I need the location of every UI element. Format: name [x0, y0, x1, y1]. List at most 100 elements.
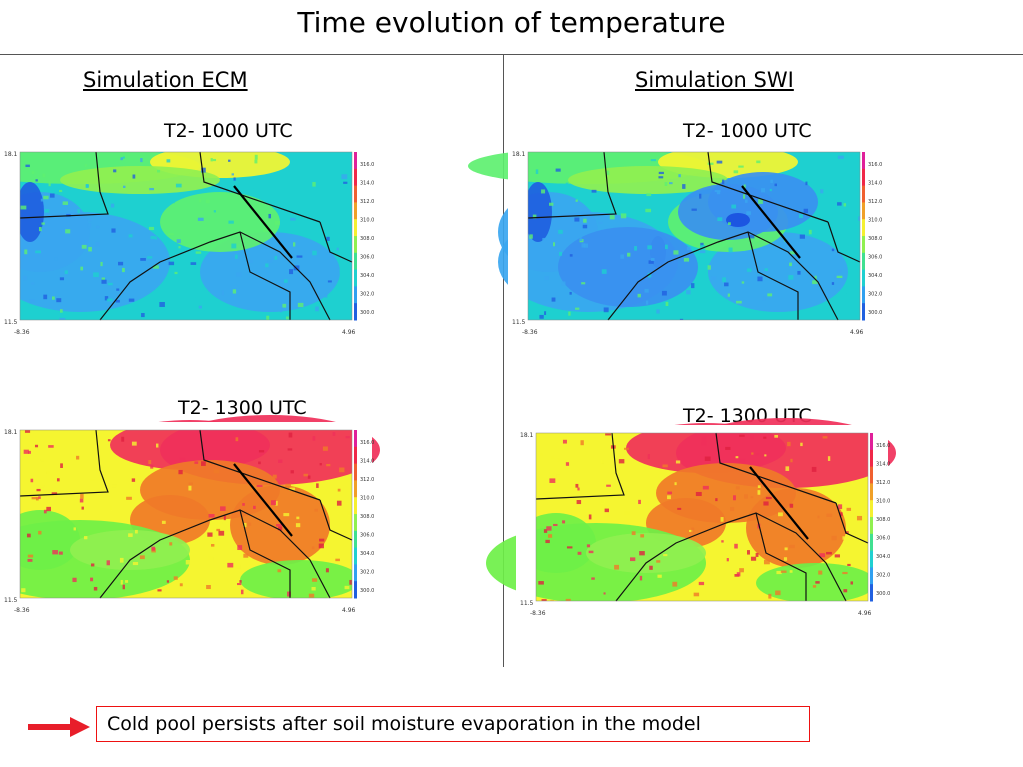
map-speckle — [327, 280, 332, 283]
map-speckle — [300, 188, 304, 193]
map-speckle — [789, 262, 792, 267]
country-border — [535, 432, 625, 500]
map-speckle — [661, 290, 667, 296]
map-speckle — [221, 290, 225, 296]
map-speckle — [166, 580, 170, 583]
map-speckle — [664, 244, 668, 250]
map-speckle — [675, 460, 681, 464]
colorbar-label: 306.0 — [876, 536, 890, 542]
country-border — [239, 509, 291, 598]
map-speckle — [26, 533, 31, 538]
map-frame — [19, 429, 353, 599]
map-speckle — [285, 483, 291, 488]
map-speckle — [591, 189, 597, 193]
map-speckle — [35, 179, 38, 182]
map-speckle — [820, 189, 824, 194]
colorbar-swatch — [862, 269, 865, 287]
map-speckle — [539, 314, 544, 319]
map-speckle — [605, 433, 611, 436]
map-speckle — [178, 246, 181, 249]
map-speckle — [728, 222, 731, 225]
map-speckle — [673, 250, 679, 255]
map-speckle — [43, 509, 47, 514]
map-speckle — [289, 269, 294, 275]
map-speckle — [547, 534, 553, 538]
map-speckle — [347, 511, 351, 516]
map-speckle — [25, 164, 30, 168]
map-speckle — [207, 532, 213, 537]
map-speckle — [823, 307, 826, 313]
map-speckle — [817, 515, 820, 519]
map-speckle — [314, 508, 319, 512]
map-speckle — [634, 246, 638, 251]
y-tick-bottom: 11.5 — [4, 597, 18, 604]
colorbar-swatch — [862, 152, 865, 170]
heading-swi: Simulation SWI — [635, 68, 794, 92]
map-speckle — [774, 435, 779, 438]
map-speckle — [128, 298, 135, 302]
map-speckle — [606, 484, 611, 487]
panel-title-ecm-1000: T2- 1000 UTC — [164, 120, 293, 142]
map-speckle — [562, 439, 567, 444]
colorbar-swatch — [354, 463, 357, 481]
colorbar-swatch — [862, 219, 865, 237]
map-speckle — [190, 262, 197, 265]
map-speckle — [319, 538, 325, 542]
map-speckle — [803, 208, 809, 214]
colorbar-label: 308.0 — [360, 236, 374, 242]
map-speckle — [199, 198, 202, 203]
map-speckle — [318, 543, 324, 549]
map-speckle — [603, 307, 609, 313]
map-speckle — [278, 526, 283, 531]
map-speckle — [644, 288, 649, 293]
map-speckle — [707, 265, 711, 270]
map-speckle — [116, 288, 120, 291]
map-speckle — [555, 168, 561, 172]
map-speckle — [588, 550, 594, 554]
map-speckle — [243, 553, 249, 558]
map-speckle — [561, 311, 567, 314]
map-speckle — [577, 487, 580, 491]
map-speckle — [149, 187, 155, 191]
map-speckle — [674, 482, 677, 486]
map-speckle — [232, 289, 237, 294]
map-speckle — [213, 469, 220, 474]
colorbar-label: 312.0 — [360, 477, 374, 483]
map-speckle — [81, 244, 87, 249]
map-speckle — [90, 563, 95, 567]
map-speckle — [322, 446, 328, 451]
map-speckle — [591, 577, 595, 580]
colorbar-label: 308.0 — [868, 236, 882, 242]
map-speckle — [747, 550, 750, 555]
map-speckle — [780, 570, 787, 573]
map-speckle — [194, 269, 200, 273]
map-speckle — [279, 307, 283, 313]
map-speckle — [213, 210, 216, 213]
map-speckle — [730, 506, 735, 512]
map-speckle — [776, 570, 782, 575]
colorbar-swatch — [354, 480, 357, 498]
map-speckle — [743, 184, 746, 189]
map-speckle — [603, 592, 606, 595]
map-speckle — [812, 280, 818, 285]
map-speckle — [678, 174, 681, 178]
colorbar-swatch — [354, 185, 357, 203]
map-speckle — [656, 309, 660, 314]
country-border — [19, 151, 109, 219]
map-speckle — [569, 291, 572, 295]
country-border — [19, 429, 109, 497]
map-speckle — [600, 498, 605, 504]
map-speckle — [40, 458, 45, 462]
map-speckle — [620, 434, 626, 437]
map-speckle — [58, 189, 63, 193]
colorbar-label: 314.0 — [360, 459, 374, 465]
map-speckle — [725, 446, 731, 450]
map-speckle — [545, 539, 550, 544]
map-mask — [20, 422, 352, 430]
colorbar-label: 302.0 — [360, 292, 374, 298]
transect-line — [233, 185, 293, 259]
map-speckle — [568, 311, 571, 316]
map-speckle — [529, 234, 533, 239]
map-speckle — [789, 570, 793, 573]
map-speckle — [52, 296, 55, 300]
